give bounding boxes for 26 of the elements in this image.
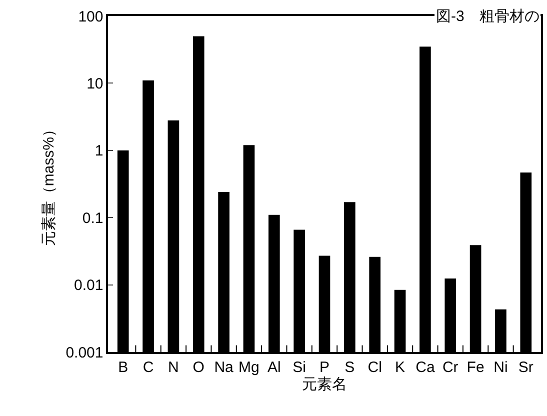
x-tick-label: K xyxy=(395,358,406,376)
x-axis-title: 元素名 xyxy=(302,376,347,393)
x-tick-label: Cl xyxy=(368,358,382,376)
y-tick-label: 10 xyxy=(86,75,104,92)
y-tick-label: 0.01 xyxy=(74,277,104,294)
y-tick-label: 0.1 xyxy=(82,210,104,227)
x-tick-label: P xyxy=(319,358,330,376)
x-tick-label: Cr xyxy=(442,358,458,376)
y-tick-label: 1 xyxy=(94,142,104,160)
x-tick-label: Fe xyxy=(466,358,484,376)
y-tick-label: 0.001 xyxy=(66,344,104,362)
chart-title: 図-3 粗骨材の xyxy=(436,8,540,25)
y-axis-title: 元素量（mass%） xyxy=(40,122,58,246)
y-tick-label: 100 xyxy=(78,8,104,26)
x-tick-label: S xyxy=(344,358,355,376)
x-tick-label: Ni xyxy=(494,358,508,376)
x-tick-label: Na xyxy=(214,358,234,376)
x-tick-label: C xyxy=(142,358,154,376)
x-tick-label: N xyxy=(168,358,179,376)
x-tick-label: B xyxy=(118,358,128,376)
x-tick-label: Ca xyxy=(416,358,436,376)
x-tick-label: Sr xyxy=(518,358,534,376)
x-tick-label: Al xyxy=(267,358,281,376)
x-tick-label: O xyxy=(192,358,204,376)
x-tick-label: Si xyxy=(292,358,306,376)
x-tick-label: Mg xyxy=(238,358,260,376)
